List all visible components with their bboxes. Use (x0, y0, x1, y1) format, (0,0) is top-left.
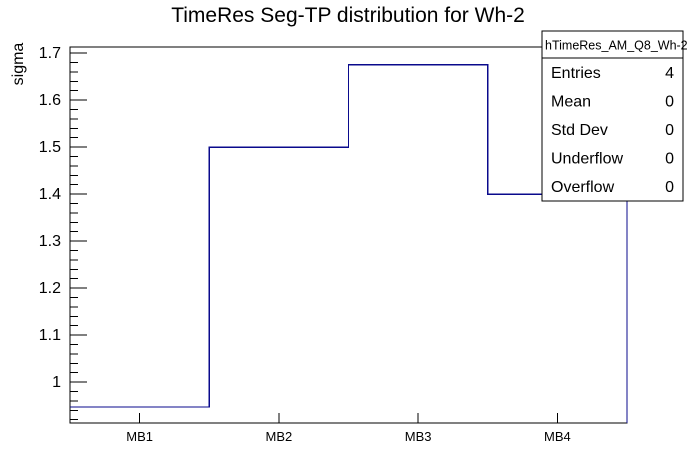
chart-title: TimeRes Seg-TP distribution for Wh-2 (171, 4, 525, 27)
y-axis-tick-label: 1.2 (39, 280, 61, 297)
x-axis-tick-label: MB4 (544, 429, 571, 444)
y-axis-tick-label: 1.1 (39, 327, 61, 344)
x-axis-tick-label: MB3 (405, 429, 432, 444)
stats-row-value: 0 (665, 93, 674, 110)
x-axis-tick-label: MB2 (266, 429, 293, 444)
stats-row-value: 0 (665, 179, 674, 196)
stats-row-label: Std Dev (551, 122, 608, 139)
stats-row-label: Overflow (551, 179, 615, 196)
stats-row-value: 0 (665, 122, 674, 139)
y-axis-tick-label: 1.3 (39, 233, 61, 250)
y-axis-tick-label: 1.6 (39, 92, 61, 109)
stats-box-header: hTimeRes_AM_Q8_Wh-2 (545, 39, 688, 53)
stats-row-label: Mean (551, 93, 591, 110)
y-axis-tick-label: 1.5 (39, 139, 61, 156)
stats-row-value: 4 (665, 65, 674, 82)
y-axis-tick-label: 1 (52, 374, 61, 391)
stats-row-label: Underflow (551, 151, 623, 168)
stats-row-value: 0 (665, 151, 674, 168)
y-axis-title: sigma (10, 43, 27, 86)
stats-box (541, 30, 684, 202)
y-axis-tick-label: 1.7 (39, 45, 61, 62)
y-axis-tick-label: 1.4 (39, 186, 61, 203)
stats-row-label: Entries (551, 65, 601, 82)
x-axis-tick-label: MB1 (126, 429, 153, 444)
